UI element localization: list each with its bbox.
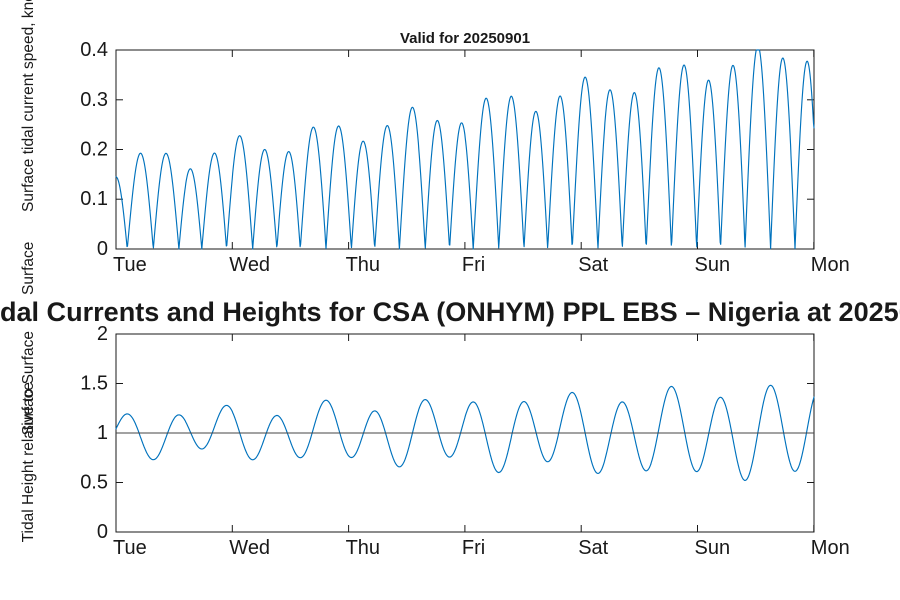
- svg-text:Sat: Sat: [578, 537, 608, 559]
- svg-text:0: 0: [97, 238, 108, 260]
- svg-text:1: 1: [97, 422, 108, 444]
- svg-text:Wed: Wed: [229, 537, 270, 559]
- svg-text:0.2: 0.2: [80, 139, 108, 161]
- svg-text:Thu: Thu: [346, 254, 380, 276]
- svg-text:0.3: 0.3: [80, 89, 108, 111]
- svg-text:Wed: Wed: [229, 254, 270, 276]
- svg-text:Surface: Surface: [20, 382, 37, 435]
- svg-text:Sun: Sun: [695, 254, 731, 276]
- svg-text:Sat: Sat: [578, 254, 608, 276]
- svg-text:0.4: 0.4: [80, 39, 108, 61]
- svg-text:Sun: Sun: [695, 537, 731, 559]
- svg-text:0.1: 0.1: [80, 188, 108, 210]
- svg-text:Valid for 20250901: Valid for 20250901: [400, 30, 530, 47]
- svg-text:Surface: Surface: [20, 242, 37, 295]
- svg-text:Fri: Fri: [462, 254, 485, 276]
- svg-text:Tidal Height relative to Surfa: Tidal Height relative to Surface: [20, 331, 37, 542]
- svg-text:Mon: Mon: [811, 254, 850, 276]
- svg-text:1.5: 1.5: [80, 373, 108, 395]
- svg-text:Tue: Tue: [113, 537, 147, 559]
- svg-text:Fri: Fri: [462, 537, 485, 559]
- svg-text:Tue: Tue: [113, 254, 147, 276]
- svg-text:Thu: Thu: [346, 537, 380, 559]
- svg-text:0.5: 0.5: [80, 472, 108, 494]
- svg-text:Tidal Currents and Heights for: Tidal Currents and Heights for CSA (ONHY…: [0, 297, 900, 327]
- svg-text:Mon: Mon: [811, 537, 850, 559]
- svg-text:Surface tidal current speed, k: Surface tidal current speed, knots: [20, 0, 37, 212]
- svg-text:0: 0: [97, 521, 108, 543]
